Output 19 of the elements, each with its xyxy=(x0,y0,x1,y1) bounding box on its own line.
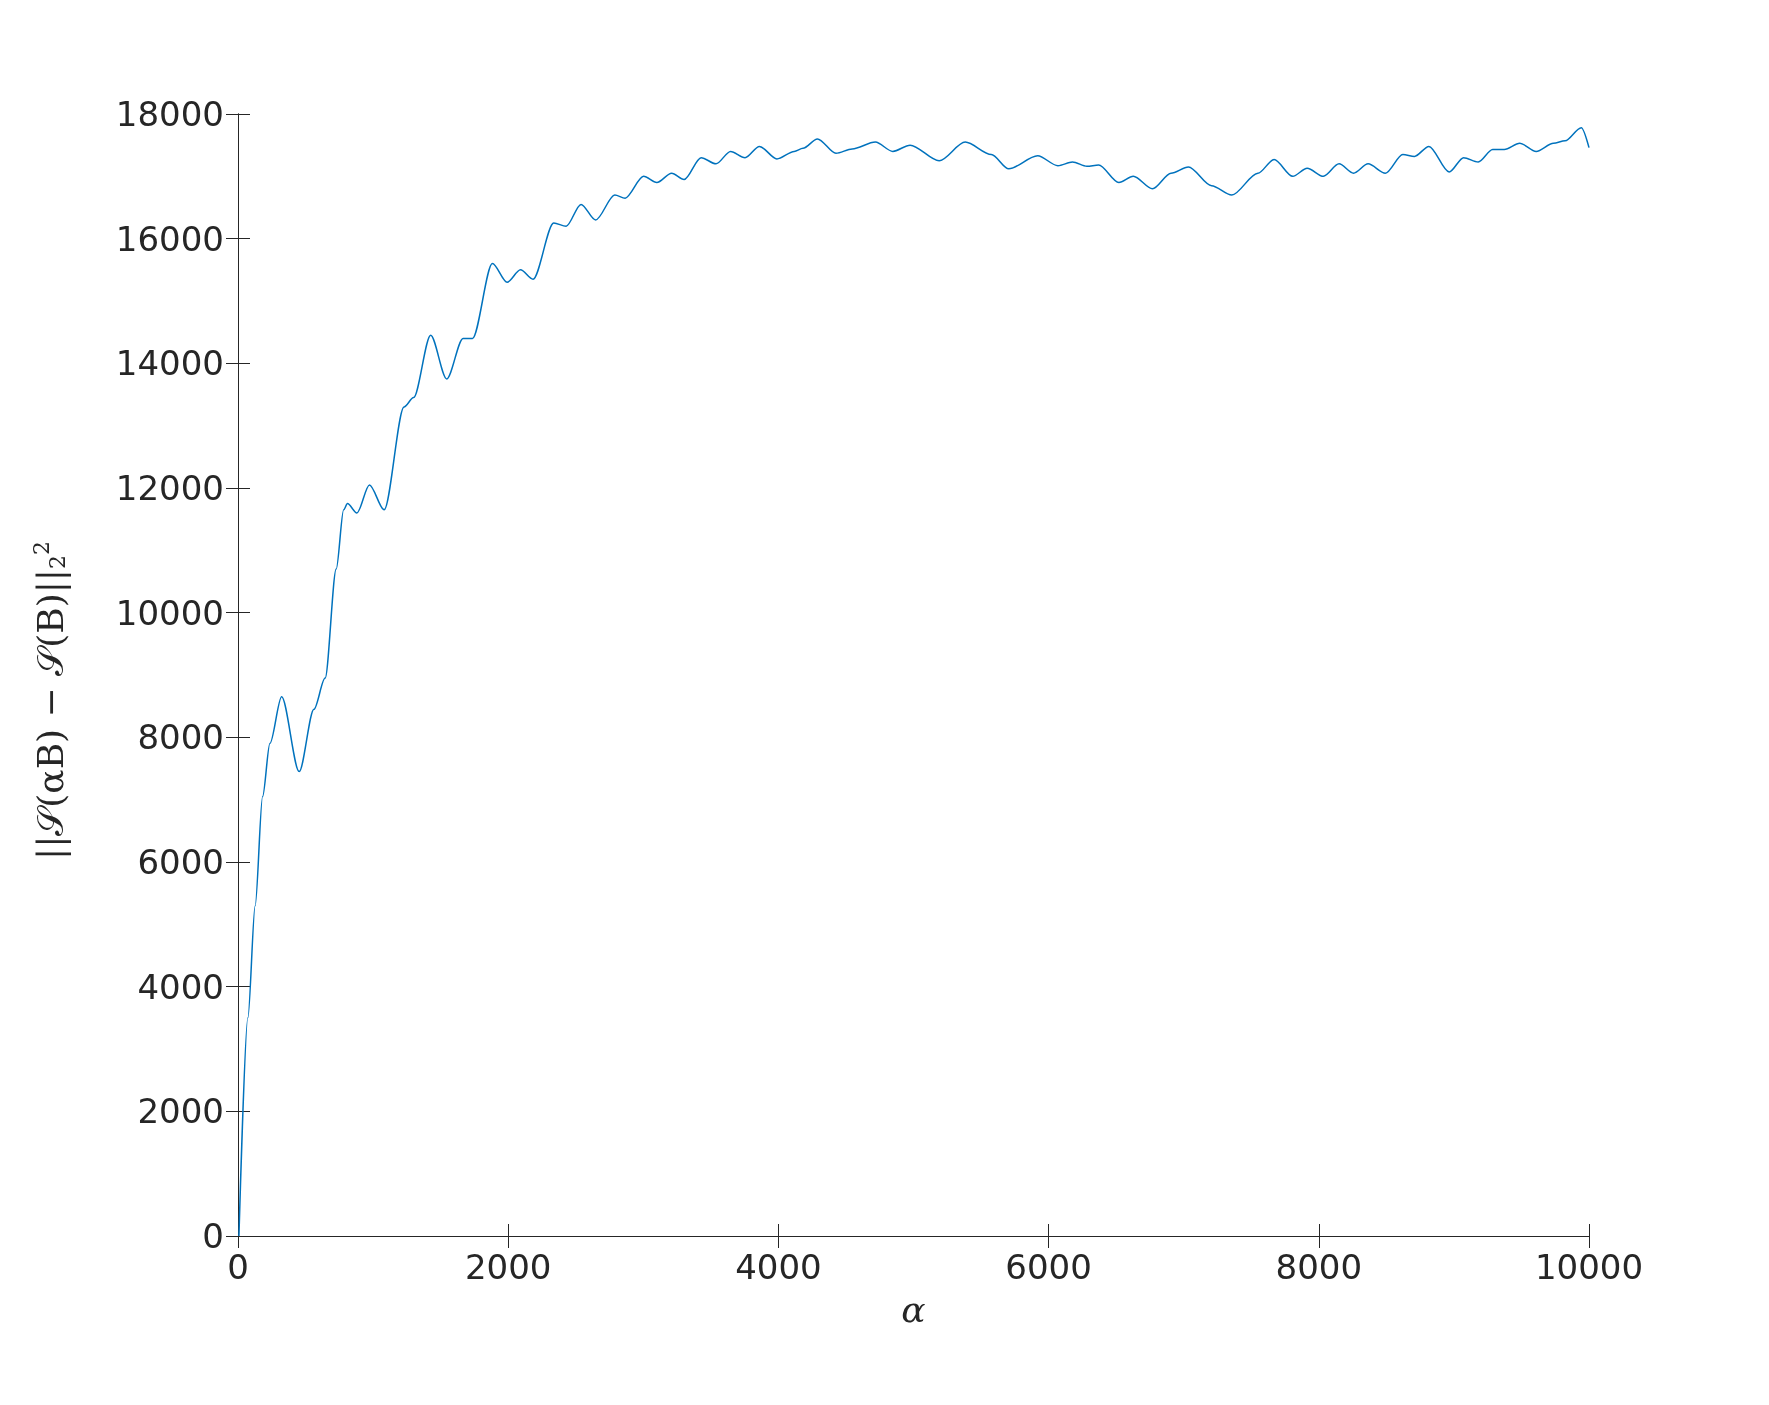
y-tick-label: 6000 xyxy=(137,842,224,882)
y-tick-label: 2000 xyxy=(137,1091,224,1132)
y-tick-label: 8000 xyxy=(137,717,224,758)
x-tick-label: 2000 xyxy=(464,1247,552,1287)
x-tick-label: 4000 xyxy=(735,1247,822,1287)
y-axis-title: ||𝒮(αB) − 𝒮(B)||22 xyxy=(28,541,71,860)
y-tick-label: 16000 xyxy=(115,218,224,259)
y-tick-label: 4000 xyxy=(137,966,224,1007)
line-series xyxy=(238,126,1590,1237)
y-tick-label: 10000 xyxy=(115,592,224,633)
y-tick-label: 18000 xyxy=(115,94,224,134)
x-tick-label: 0 xyxy=(227,1247,249,1287)
x-axis-title: α xyxy=(901,1288,926,1330)
x-tick-label: 6000 xyxy=(1005,1247,1092,1287)
y-tick-label: 12000 xyxy=(115,468,224,508)
x-tick-label: 8000 xyxy=(1275,1247,1363,1287)
x-tick-label: 10000 xyxy=(1534,1247,1644,1287)
y-tick-label: 0 xyxy=(202,1216,224,1256)
y-tick-label: 14000 xyxy=(115,343,224,384)
